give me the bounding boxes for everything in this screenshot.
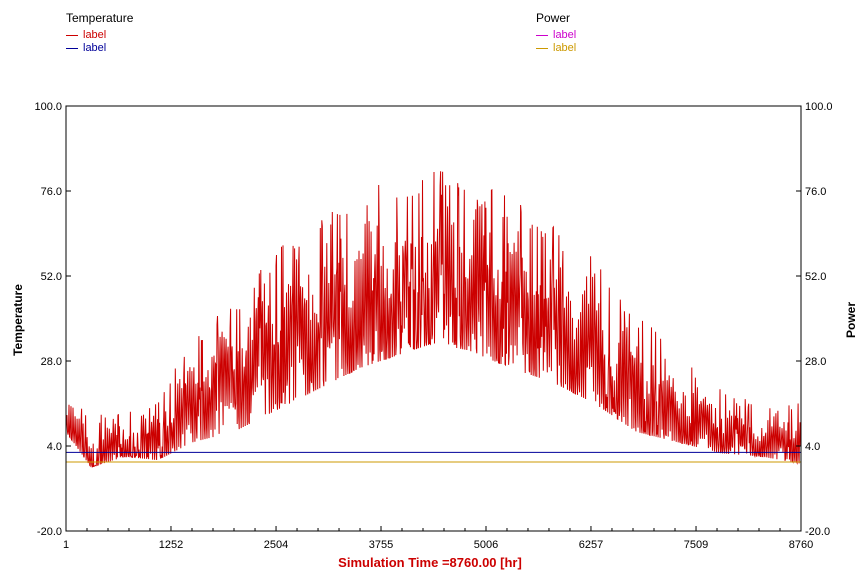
legend-swatch <box>536 34 548 36</box>
y-tick-label-right: 4.0 <box>805 441 820 453</box>
x-tick-label: 6257 <box>579 539 603 551</box>
y-axis-title-right: Power <box>844 302 858 338</box>
legend-item-power-1: label <box>536 29 576 41</box>
y-tick-label-right: 76.0 <box>805 186 826 198</box>
legend-label: label <box>83 42 107 54</box>
y-axis-title-left: Temperature <box>11 284 25 356</box>
legend-label: label <box>553 42 577 54</box>
legend-swatch <box>536 47 548 49</box>
axis-layer: 1 1252 2504 3755 5006 6257 7509 8760-20.04.028.… <box>34 101 832 551</box>
y-tick-label-right: -20.0 <box>805 526 830 538</box>
legend-item-power-2: label <box>536 42 576 54</box>
y-tick-label-left: 100.0 <box>34 101 62 113</box>
y-tick-label-right: 100.0 <box>805 101 833 113</box>
legend-label: label <box>553 29 577 41</box>
x-tick-label: 7509 <box>684 539 708 551</box>
x-tick-label: 2504 <box>264 539 288 551</box>
x-tick-label: 5006 <box>474 539 498 551</box>
x-tick-label: 1 <box>63 539 69 551</box>
y-tick-label-left: 4.0 <box>47 441 62 453</box>
legend-title-power: Power <box>536 11 571 25</box>
legend-swatch <box>66 47 78 49</box>
y-tick-label-left: 76.0 <box>41 186 62 198</box>
x-tick-label: 8760 <box>789 539 813 551</box>
y-tick-label-left: 52.0 <box>41 271 62 283</box>
legend-item-temperature-1: label <box>66 29 106 41</box>
y-tick-label-right: 52.0 <box>805 271 826 283</box>
legend-title-temperature: Temperature <box>66 11 134 25</box>
series-line-temperature-hourly <box>65 171 802 468</box>
plot-frame <box>65 105 802 532</box>
y-tick-label-left: 28.0 <box>41 356 62 368</box>
y-tick-label-left: -20.0 <box>37 526 62 538</box>
legend-item-temperature-2: label <box>66 42 106 54</box>
x-tick-label: 3755 <box>369 539 393 551</box>
x-axis-title: Simulation Time =8760.00 [hr] <box>338 555 522 570</box>
plot-layer <box>65 171 802 468</box>
legend-swatch <box>66 34 78 36</box>
x-tick-label: 1252 <box>159 539 183 551</box>
y-tick-label-right: 28.0 <box>805 356 826 368</box>
legend-label: label <box>83 29 107 41</box>
